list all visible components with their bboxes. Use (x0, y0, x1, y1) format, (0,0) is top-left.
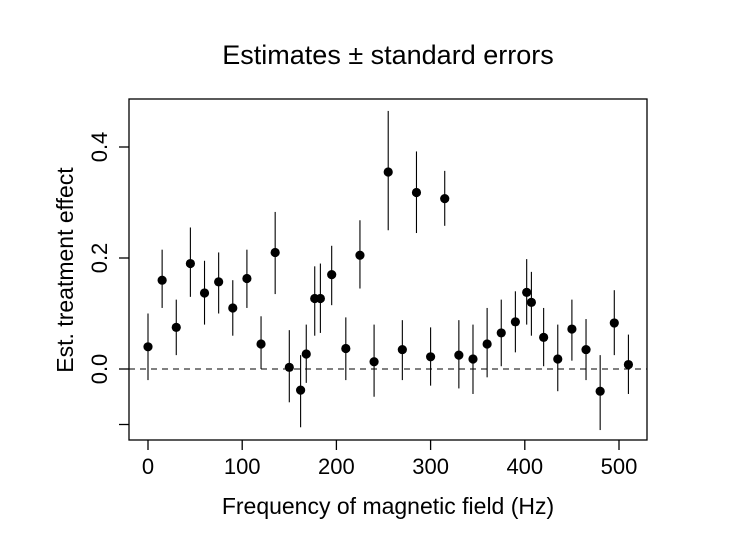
data-point (171, 322, 181, 332)
data-point (341, 343, 351, 354)
data-point (315, 293, 325, 304)
data-point (581, 344, 591, 355)
data-point (440, 194, 450, 204)
x-tick-label: 500 (601, 454, 638, 479)
data-point (143, 342, 153, 352)
data-point (228, 303, 238, 313)
x-tick-label: 200 (318, 454, 355, 479)
data-point (270, 247, 280, 258)
x-tick-label: 100 (224, 454, 261, 479)
data-point (510, 317, 520, 327)
x-tick-label: 400 (506, 454, 543, 479)
data-point (369, 357, 379, 367)
data-point (256, 339, 266, 349)
data-point (327, 270, 337, 280)
data-point (609, 318, 619, 328)
data-point (426, 352, 436, 362)
y-axis: 0.0 0.2 0.4 (87, 132, 129, 426)
data-point (199, 288, 210, 298)
data-point (522, 287, 532, 298)
y-tick-label: 0.4 (87, 132, 112, 163)
data-point (482, 339, 492, 349)
x-axis-label: Frequency of magnetic field (Hz) (222, 493, 554, 519)
chart-title: Estimates ± standard errors (222, 40, 553, 70)
data-point (411, 187, 422, 198)
data-point (526, 297, 536, 307)
data-point (157, 275, 167, 285)
data-point (623, 359, 634, 370)
data-point (454, 350, 464, 360)
data-point (539, 332, 549, 342)
data-points (143, 110, 634, 431)
data-point (355, 250, 365, 260)
x-tick-label: 0 (142, 454, 154, 479)
data-point (595, 386, 605, 396)
plot-frame (128, 98, 648, 441)
data-point (301, 349, 311, 359)
data-point (296, 385, 306, 395)
y-tick-label: 0.2 (87, 243, 112, 274)
data-point (383, 167, 393, 177)
data-point (553, 354, 563, 364)
x-tick-label: 300 (412, 454, 449, 479)
data-point (242, 273, 252, 284)
data-point (567, 324, 577, 334)
y-axis-label: Est. treatment effect (52, 167, 78, 373)
data-point (214, 277, 224, 287)
data-point (496, 328, 506, 338)
data-point (468, 354, 478, 364)
y-tick-label: 0.0 (87, 354, 112, 385)
data-point (284, 362, 294, 372)
data-point (185, 258, 195, 269)
x-axis: 0 100 200 300 400 500 (142, 440, 637, 479)
data-point (397, 344, 407, 355)
